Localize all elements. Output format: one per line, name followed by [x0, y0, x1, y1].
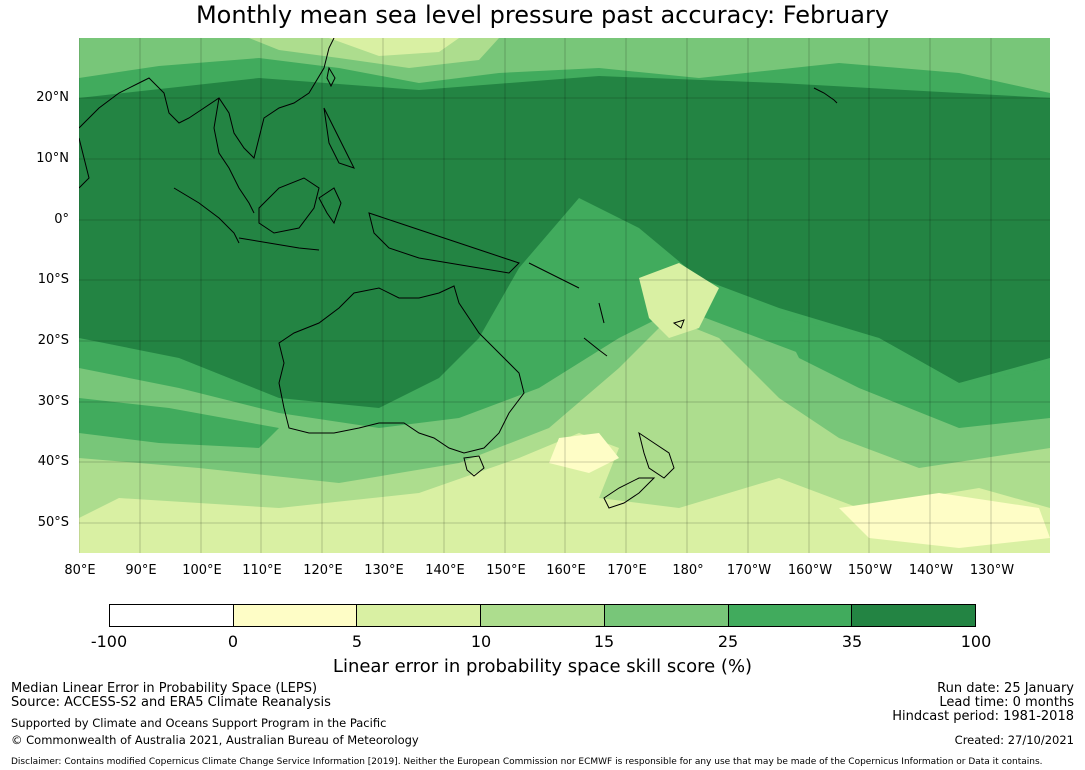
lat-label-10S: 10°S [37, 272, 69, 287]
coast-vanuatu [598, 302, 605, 324]
colorbar-tick: 5 [351, 632, 363, 651]
footer-run-date: Run date: 25 January [937, 681, 1074, 696]
footer-disclaimer: Disclaimer: Contains modified Copernicus… [11, 757, 1043, 767]
lon-label-170E: 170°E [607, 563, 647, 578]
lon-label-150W: 150°W [847, 563, 893, 578]
lon-label-150E: 150°E [486, 563, 526, 578]
footer-method: Median Linear Error in Probability Space… [11, 681, 318, 696]
lon-label-180: 180° [672, 563, 704, 578]
footer-source: Source: ACCESS-S2 and ERA5 Climate Reana… [11, 695, 331, 710]
colorbar-tick: 100 [960, 632, 992, 651]
colorbar-box-25-35 [728, 605, 853, 626]
lat-label-40S: 40°S [37, 454, 69, 469]
coast-taiwan [326, 66, 336, 88]
lat-label-10N: 10°N [36, 151, 69, 166]
lon-label-120E: 120°E [303, 563, 343, 578]
graticule [79, 38, 1050, 553]
coast-sumatra [173, 187, 240, 244]
colorbar-label: Linear error in probability space skill … [332, 656, 753, 677]
colorbar-box-5-10 [357, 605, 482, 626]
coast-tasmania [463, 455, 485, 477]
lat-label-20S: 20°S [37, 333, 69, 348]
footer-support: Supported by Climate and Oceans Support … [11, 716, 387, 730]
coast-java [238, 237, 320, 251]
coast-sulawesi [318, 187, 342, 225]
colorbar-tick: 25 [717, 632, 739, 651]
coast-borneo [258, 177, 320, 234]
colorbar [109, 604, 976, 627]
skill-field-south-dark-patch [79, 398, 279, 448]
coast-australia [278, 285, 525, 454]
skill-map [79, 38, 1050, 553]
coast-indochina [213, 97, 255, 214]
skill-field-south-pale2 [639, 263, 719, 338]
colorbar-tick: -100 [90, 632, 128, 651]
colorbar-box-15-25 [604, 605, 729, 626]
coast-hawaii [813, 87, 838, 104]
coast-philippines [323, 107, 355, 169]
skill-field-high-band [79, 76, 1050, 408]
footer-copyright: © Commonwealth of Australia 2021, Austra… [11, 733, 419, 747]
lat-label-50S: 50°S [37, 515, 69, 530]
coast-newguinea [368, 212, 520, 274]
skill-field-south-pale [79, 433, 1050, 553]
lon-label-160W: 160°W [787, 563, 833, 578]
colorbar-tick: 10 [470, 632, 492, 651]
skill-field-south-dark-patch2 [779, 318, 1050, 428]
lon-label-110E: 110°E [242, 563, 282, 578]
colorbar-box-lt0 [110, 605, 234, 626]
coast-asia [79, 38, 335, 159]
coast-fiji [672, 319, 685, 329]
colorbar-tick: 0 [227, 632, 239, 651]
coastlines [79, 38, 838, 509]
lon-label-140W: 140°W [908, 563, 954, 578]
footer-hindcast: Hindcast period: 1981-2018 [892, 709, 1074, 724]
lon-label-130W: 130°W [969, 563, 1015, 578]
lon-label-130E: 130°E [364, 563, 404, 578]
coast-newzealand-south [603, 477, 656, 509]
lat-label-20N: 20°N [36, 90, 69, 105]
colorbar-box-10-15 [481, 605, 605, 626]
colorbar-tick: 35 [841, 632, 863, 651]
skill-field-south-lightest [839, 493, 1050, 548]
coast-india [79, 137, 90, 189]
coast-solomons [528, 262, 580, 289]
coast-newcaledonia [583, 337, 608, 357]
footer-created: Created: 27/10/2021 [954, 733, 1074, 747]
colorbar-box-0-5 [233, 605, 358, 626]
lon-label-80E: 80°E [64, 563, 96, 578]
lon-label-140E: 140°E [425, 563, 465, 578]
coast-newzealand-north [638, 431, 675, 479]
colorbar-box-35-100 [852, 605, 976, 626]
lat-label-30S: 30°S [37, 394, 69, 409]
skill-field-south-lightest2 [549, 433, 619, 473]
lat-label-0: 0° [54, 212, 69, 227]
lon-label-160E: 160°E [546, 563, 586, 578]
colorbar-tick: 15 [593, 632, 615, 651]
lon-label-90E: 90°E [125, 563, 157, 578]
lon-label-100E: 100°E [182, 563, 222, 578]
skill-field-north-lightest [329, 38, 459, 56]
lon-label-170W: 170°W [726, 563, 772, 578]
footer-lead-time: Lead time: 0 months [939, 695, 1074, 710]
chart-title: Monthly mean sea level pressure past acc… [195, 1, 890, 29]
